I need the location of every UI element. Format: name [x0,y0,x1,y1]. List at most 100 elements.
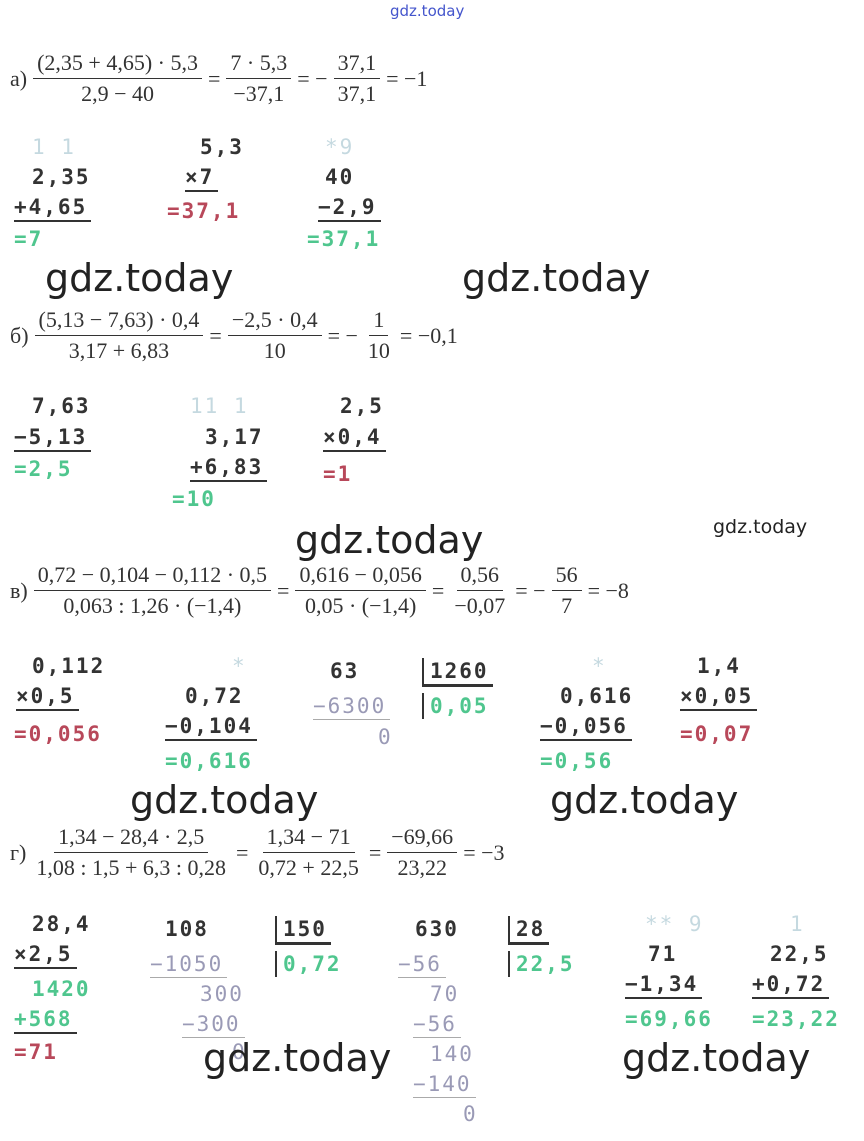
part-label: б) [10,322,29,348]
calc-line: 7,63 [32,394,91,418]
watermark: gdz.today [130,778,319,822]
calc-line: −1050 [150,951,228,978]
fraction: 1,34 − 28,4 · 2,5 1,08 : 1,5 + 6,3 : 0,28 [32,824,230,881]
calc-line: −5,13 [14,424,92,452]
expression-text: = −8 [587,577,629,603]
calc-line: * [592,654,607,678]
calc-line: =69,66 [625,1007,713,1031]
calc-line: 70 [430,982,460,1006]
numerator: 56 [551,562,582,591]
calc-line: −2,9 [318,194,381,222]
numerator: −2,5 · 0,4 [227,307,322,336]
expression-text: = [236,839,249,865]
calc-line: =0,56 [540,749,614,773]
calc-line: +0,72 [752,971,830,999]
calc-line: =10 [172,487,216,511]
fraction: 56 7 [551,562,582,619]
calc-line: =2,5 [14,457,73,481]
expression: а) (2,35 + 4,65) · 5,3 2,9 − 40 = 7 · 5,3 −37… [10,50,427,107]
calc-line: *9 [325,135,355,159]
numerator: 1,34 − 28,4 · 2,5 [54,824,209,853]
calc-line: −0,056 [540,713,632,741]
calc-line: 22,5 [508,951,575,977]
denominator: 10 [263,338,286,363]
denominator: 10 [367,338,390,363]
calc-line: 1420 [32,977,91,1001]
denominator: 0,05 · (−1,4) [304,593,417,618]
expression-text: = − [297,65,328,91]
calc-line: 1 1 [32,135,76,159]
calc-line: −6300 [313,693,391,720]
numerator: 0,72 − 0,104 − 0,112 · 0,5 [33,562,272,591]
calc-line: 5,3 [200,135,244,159]
calc-line: 0 [463,1102,478,1126]
fraction: (2,35 + 4,65) · 5,3 2,9 − 40 [33,50,202,107]
calc-line: 1 [790,912,805,936]
calc-line: 11 1 [190,394,249,418]
numerator: 1 [369,307,389,336]
calc-line: 28 [508,916,550,945]
calc-line: ×2,5 [14,941,77,969]
watermark: gdz.today [203,1036,392,1080]
expression-text: = [209,322,222,348]
calc-line: =37,1 [167,199,241,223]
watermark: gdz.today [550,778,739,822]
expression: г) 1,34 − 28,4 · 2,5 1,08 : 1,5 + 6,3 : 0,… [10,824,505,881]
fraction: 0,616 − 0,056 0,05 · (−1,4) [295,562,426,619]
calc-line: 0,05 [422,693,489,719]
denominator: −0,07 [454,593,506,618]
calc-line: =0,07 [680,722,754,746]
fraction: −69,66 23,22 [387,824,458,881]
numerator: 1,34 − 71 [262,824,355,853]
calc-line: 0,616 [560,684,634,708]
expression-text: = [368,839,382,865]
calc-line: =0,056 [14,722,102,746]
calc-line: 140 [430,1042,474,1066]
calc-line: 108 [165,917,209,941]
calc-line: +4,65 [14,194,92,222]
numerator: −69,66 [387,824,458,853]
calc-line: −300 [182,1011,245,1038]
calc-line: ×0,05 [680,683,758,711]
calc-line: =1 [323,462,353,486]
watermark: gdz.today [295,518,484,562]
watermark: gdz.today [462,256,651,300]
denominator: 1,08 : 1,5 + 6,3 : 0,28 [36,855,226,880]
expression-text: = [431,577,445,603]
numerator: 0,616 − 0,056 [295,562,426,591]
calc-line: 63 [330,659,360,683]
calc-line: ×0,4 [323,424,386,452]
calc-line: =7 [14,227,44,251]
calc-line: −0,104 [165,713,257,741]
expression-text: = − [515,577,546,603]
calc-line: 1260 [422,658,493,687]
calc-line: −1,34 [625,971,703,999]
fraction: −2,5 · 0,4 10 [227,307,322,364]
numerator: (5,13 − 7,63) · 0,4 [34,307,204,336]
calc-line: 71 [648,942,678,966]
expression-text: = [277,577,290,603]
numerator: 0,56 [456,562,504,591]
expression-text: = −0,1 [399,322,458,348]
denominator: 7 [561,593,573,618]
denominator: 37,1 [337,81,377,106]
fraction: 0,56 −0,07 [450,562,509,619]
expression-text: = − [327,322,358,348]
calc-line: 1,4 [697,654,741,678]
calc-line: =0,616 [165,749,253,773]
calc-line: 300 [200,982,244,1006]
fraction: 0,72 − 0,104 − 0,112 · 0,5 0,063 : 1,26 ·… [33,562,272,619]
calc-line: 40 [325,165,355,189]
watermark: gdz.today [45,256,234,300]
fraction: 1,34 − 71 0,72 + 22,5 [254,824,362,881]
numerator: (2,35 + 4,65) · 5,3 [33,50,202,79]
calc-line: ×7 [185,164,219,192]
calc-line: 0,72 [185,684,244,708]
calc-line: 0,112 [32,654,106,678]
calc-line: +6,83 [190,454,268,482]
calc-line: 2,5 [340,394,384,418]
watermark: gdz.today [713,516,808,538]
calc-line: ×0,5 [16,683,79,711]
calc-line: 28,4 [32,912,91,936]
